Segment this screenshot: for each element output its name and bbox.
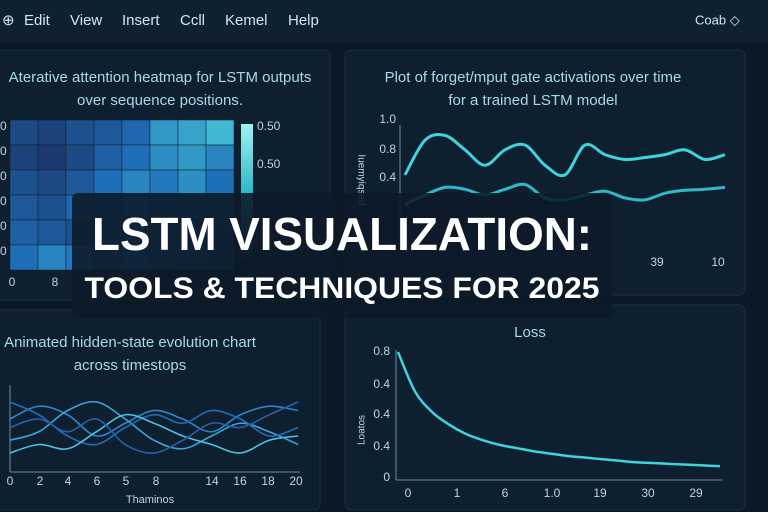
menu-item[interactable]: Help bbox=[288, 12, 319, 29]
x-tick-label: 18 bbox=[261, 474, 275, 488]
heatmap-cell bbox=[37, 144, 67, 171]
x-tick-label: 10 bbox=[711, 255, 725, 269]
panel-title: for a trained LSTM model bbox=[448, 92, 617, 109]
x-tick-label: 4 bbox=[65, 474, 72, 488]
x-tick-label: 8 bbox=[153, 474, 160, 488]
y-tick-label: 0.8 bbox=[373, 344, 390, 358]
y-axis-label: Iuemyiqsed bbox=[355, 154, 366, 205]
x-tick-label: 0 bbox=[405, 486, 412, 500]
x-tick-label: 8 bbox=[52, 275, 59, 289]
overlay-subtitle: TOOLS & TECHNIQUES FOR 2025 bbox=[85, 272, 600, 305]
y-tick-label: 0 bbox=[0, 194, 7, 208]
menu-item[interactable]: Insert bbox=[122, 12, 160, 29]
panel-title: Aterative attention heatmap for LSTM out… bbox=[9, 69, 312, 86]
panel-title: over sequence positions. bbox=[77, 92, 243, 109]
menu-item[interactable]: View bbox=[70, 12, 102, 29]
panel-title: Loss bbox=[514, 324, 546, 341]
menu-icon: ⊕ bbox=[2, 12, 15, 29]
x-tick-label: 39 bbox=[650, 255, 664, 269]
heatmap-cell bbox=[9, 169, 39, 196]
heatmap-cell bbox=[37, 194, 67, 221]
heatmap-cell bbox=[65, 119, 95, 146]
heatmap-cell bbox=[205, 119, 235, 146]
x-tick-label: 5 bbox=[123, 474, 130, 488]
y-tick-label: 0.8 bbox=[379, 142, 396, 156]
x-tick-label: 0 bbox=[9, 275, 16, 289]
heatmap-cell bbox=[149, 169, 179, 196]
hidden-state-line bbox=[9, 401, 299, 454]
x-tick-label: 16 bbox=[233, 474, 247, 488]
panel-title: Plot of forget/mput gate activations ove… bbox=[385, 69, 682, 86]
gate-line bbox=[403, 132, 726, 178]
menu-item[interactable]: Edit bbox=[24, 12, 51, 29]
x-tick-label: 1.0 bbox=[544, 486, 561, 500]
x-tick-label: 2 bbox=[37, 474, 44, 488]
heatmap-cell bbox=[37, 244, 67, 271]
x-tick-label: 19 bbox=[593, 486, 607, 500]
colorbar-tick-label: 0.50 bbox=[257, 157, 281, 171]
y-tick-label: 0 bbox=[0, 244, 7, 258]
x-tick-label: 20 bbox=[289, 474, 303, 488]
panel-title: across timestops bbox=[74, 357, 187, 374]
hidden-state-line bbox=[9, 413, 299, 454]
heatmap-cell bbox=[121, 169, 151, 196]
heatmap-cell bbox=[37, 169, 67, 196]
heatmap-cell bbox=[9, 144, 39, 171]
overlay-box bbox=[72, 193, 612, 318]
heatmap-cell bbox=[37, 119, 67, 146]
y-tick-label: 0 bbox=[383, 470, 390, 484]
heatmap-cell bbox=[65, 144, 95, 171]
heatmap-cell bbox=[177, 119, 207, 146]
x-tick-label: 6 bbox=[94, 474, 101, 488]
heatmap-cell bbox=[177, 169, 207, 196]
y-tick-label: 0 bbox=[0, 144, 7, 158]
heatmap-cell bbox=[205, 144, 235, 171]
y-axis-label: Loatos bbox=[357, 415, 368, 445]
heatmap-cell bbox=[149, 119, 179, 146]
y-tick-label: 0.4 bbox=[373, 407, 390, 421]
heatmap-cell bbox=[205, 169, 235, 196]
loss-line bbox=[396, 351, 721, 468]
heatmap-cell bbox=[37, 219, 67, 246]
menu-right[interactable]: Coab ◇ bbox=[695, 12, 740, 27]
x-tick-label: 14 bbox=[205, 474, 219, 488]
menu-item[interactable]: Kemel bbox=[225, 12, 268, 29]
y-tick-label: 0 bbox=[0, 219, 7, 233]
x-tick-label: 1 bbox=[454, 486, 461, 500]
heatmap-cell bbox=[9, 244, 39, 271]
menu-bar bbox=[0, 0, 768, 42]
x-tick-label: 29 bbox=[689, 486, 703, 500]
x-tick-label: 30 bbox=[641, 486, 655, 500]
hidden-state-line bbox=[9, 405, 299, 437]
y-tick-label: 0 bbox=[0, 119, 7, 133]
heatmap-cell bbox=[121, 119, 151, 146]
heatmap-cell bbox=[65, 169, 95, 196]
colorbar-tick-label: 0.50 bbox=[257, 119, 281, 133]
y-tick-label: 0.4 bbox=[373, 439, 390, 453]
x-tick-label: 0 bbox=[7, 474, 14, 488]
y-tick-label: 0 bbox=[0, 169, 7, 183]
heatmap-cell bbox=[93, 169, 123, 196]
heatmap-cell bbox=[9, 219, 39, 246]
x-axis-label: Thaminos bbox=[126, 494, 175, 506]
heatmap-cell bbox=[9, 119, 39, 146]
heatmap-cell bbox=[9, 194, 39, 221]
y-tick-label: 1.0 bbox=[379, 112, 396, 126]
heatmap-cell bbox=[149, 144, 179, 171]
menu-items: Edit View Insert Ccll Kemel Help bbox=[24, 12, 319, 29]
heatmap-cell bbox=[93, 144, 123, 171]
x-tick-label: 6 bbox=[502, 486, 509, 500]
panel-title: Animated hidden-state evolution chart bbox=[4, 334, 257, 351]
menu-item[interactable]: Ccll bbox=[180, 12, 205, 29]
y-tick-label: 0.4 bbox=[373, 377, 390, 391]
overlay-title: LSTM VISUALIZATION: bbox=[92, 208, 592, 260]
heatmap-cell bbox=[93, 119, 123, 146]
heatmap-cell bbox=[177, 144, 207, 171]
y-tick-label: 0.4 bbox=[379, 170, 396, 184]
heatmap-cell bbox=[121, 144, 151, 171]
